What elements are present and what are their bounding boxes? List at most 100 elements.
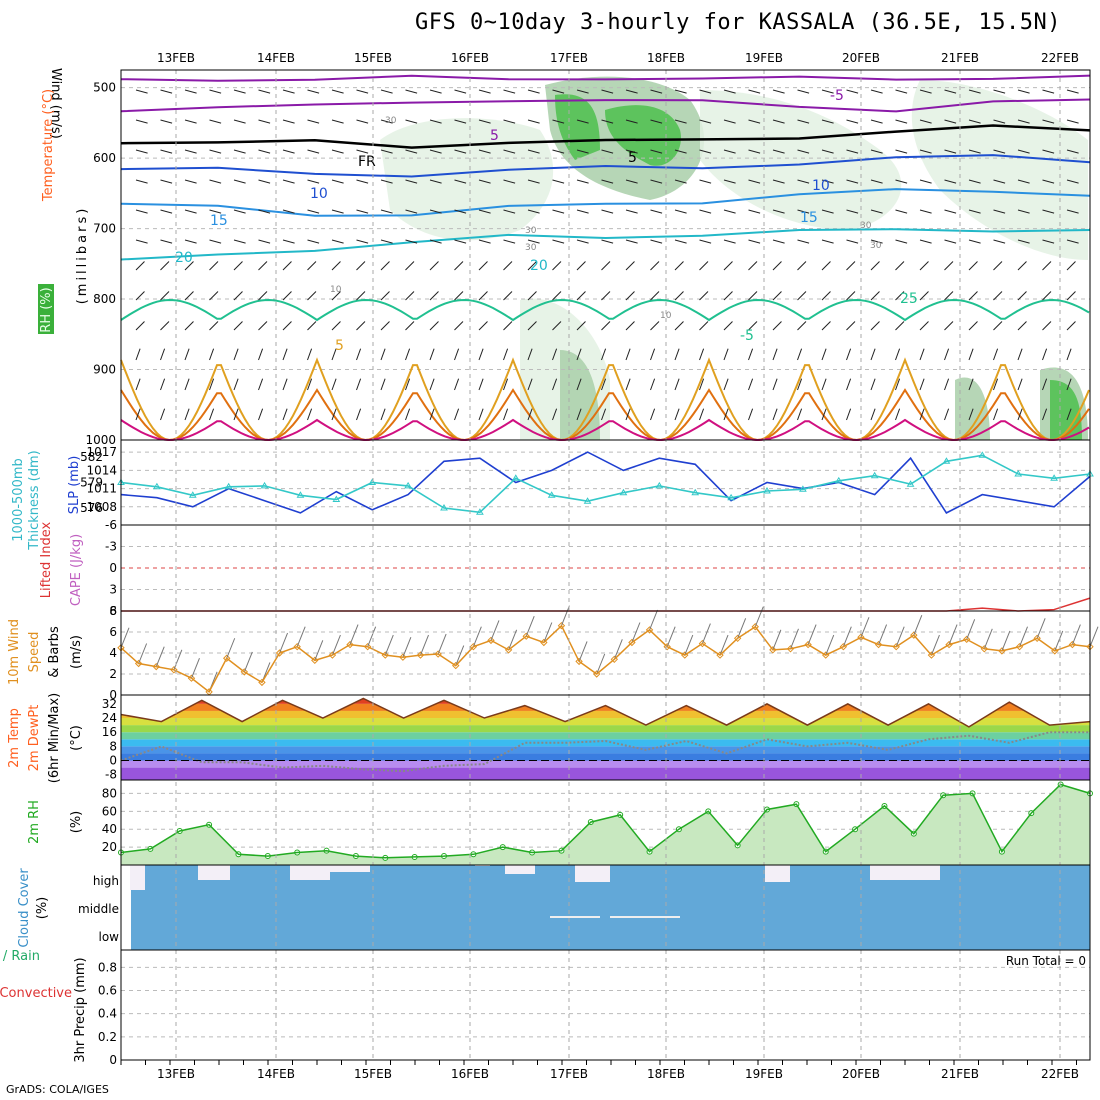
wind-barb (966, 619, 976, 640)
wind-barb (919, 291, 929, 301)
wind-barb (160, 261, 170, 271)
wind-barb (454, 149, 467, 154)
wind-barb (772, 179, 785, 184)
wind-barb (723, 408, 729, 421)
wind-barb (650, 209, 663, 214)
wind-barb (331, 179, 344, 184)
wind-barb (380, 209, 393, 214)
wind-barb (748, 408, 754, 421)
wind-barb (846, 239, 859, 244)
wind-barb (748, 348, 754, 361)
wind-barb (993, 408, 999, 421)
wind-speed-point (1015, 642, 1024, 651)
wind-barb (650, 261, 660, 271)
wind-barb (846, 179, 859, 184)
wind-barb (527, 239, 540, 244)
wind-barb (1066, 89, 1079, 94)
wind-barb (674, 321, 684, 331)
temp-band (121, 732, 1090, 740)
wind-barb (842, 626, 852, 647)
wind-barb (772, 348, 778, 361)
wind-barb (674, 239, 687, 244)
wind-barb (356, 149, 369, 154)
wind-barb (503, 348, 509, 361)
wind-barb (296, 626, 306, 647)
wind-barb (258, 89, 271, 94)
wind-barb (625, 179, 638, 184)
wind-barb (384, 634, 394, 656)
wind-barb (919, 209, 932, 214)
wind-barb (748, 239, 761, 244)
wind-barb (503, 209, 516, 214)
wind-tick-label: 6 (109, 625, 117, 639)
wind-barb (919, 408, 925, 421)
isotherm-label: 20 (530, 258, 548, 274)
rh-shading (605, 105, 681, 166)
wind-barb (454, 209, 467, 214)
wind-barb (631, 622, 641, 643)
wind-barb (405, 348, 411, 361)
wind-barb (160, 408, 166, 421)
wind-barb (650, 119, 663, 124)
wind-barb (160, 291, 170, 301)
wind-barb (748, 261, 758, 271)
wind-barb (1042, 261, 1052, 271)
wind-barb (870, 179, 883, 184)
wind-barb (356, 408, 362, 421)
wind-barb (380, 89, 393, 94)
wind-barb (895, 378, 901, 391)
wind-barb (821, 119, 834, 124)
wind-barb (478, 89, 491, 94)
thickness-point (511, 474, 520, 481)
wind-barb (478, 239, 491, 244)
wind-speed-point (857, 633, 865, 641)
wind-barb (895, 149, 908, 154)
rh-shading (560, 350, 600, 440)
wind-barb (699, 348, 705, 361)
wind-barb (331, 634, 341, 656)
wind-speed-point (293, 642, 301, 651)
lifted-index-axis-label: Lifted Index (39, 521, 54, 598)
rh-tick-label: 60 (102, 804, 117, 818)
wind-barb (674, 291, 684, 301)
rh-axis-label: RH (%) (39, 287, 54, 332)
wind-barb (405, 119, 418, 124)
wind-barb (429, 348, 435, 361)
thickness-tick-label: 579 (80, 476, 103, 490)
wind-barb (503, 119, 516, 124)
wind-barb (993, 209, 1006, 214)
isotherm-label: -5 (740, 328, 754, 344)
wind-barb (919, 239, 932, 244)
li-tick-label: 3 (109, 583, 117, 597)
wind-barb (674, 261, 684, 271)
wind-barb (478, 321, 488, 331)
wind-speed-point (945, 640, 953, 649)
wind-barb (527, 89, 540, 94)
wind-speed-point (892, 642, 900, 651)
wind-barb (578, 641, 588, 662)
wind-barb (184, 179, 197, 184)
wind-barb (748, 321, 758, 331)
wind-barb (233, 149, 246, 154)
wind-barb (307, 321, 317, 331)
rh-tick-label: 20 (102, 840, 117, 854)
wind-barb (1017, 261, 1027, 271)
wind-axis-label: & Barbs (47, 626, 62, 678)
wind-barb (993, 321, 1003, 331)
temp-band (121, 703, 1090, 711)
wind-barb (870, 149, 883, 154)
wind-barb (601, 378, 607, 391)
panel-border-pr (120, 949, 1091, 1061)
isotherm-30 (120, 388, 1090, 442)
wind-barb (895, 321, 905, 331)
wind-barb (968, 348, 974, 361)
wind-barb (625, 408, 631, 421)
wind-barb (1042, 179, 1055, 184)
wind-barb (870, 209, 883, 214)
wind-barb (135, 209, 148, 214)
wind-barb (1042, 89, 1055, 94)
wind-barb (846, 89, 859, 94)
wind-barb (454, 89, 467, 94)
date-label-top: 15FEB (354, 51, 392, 65)
